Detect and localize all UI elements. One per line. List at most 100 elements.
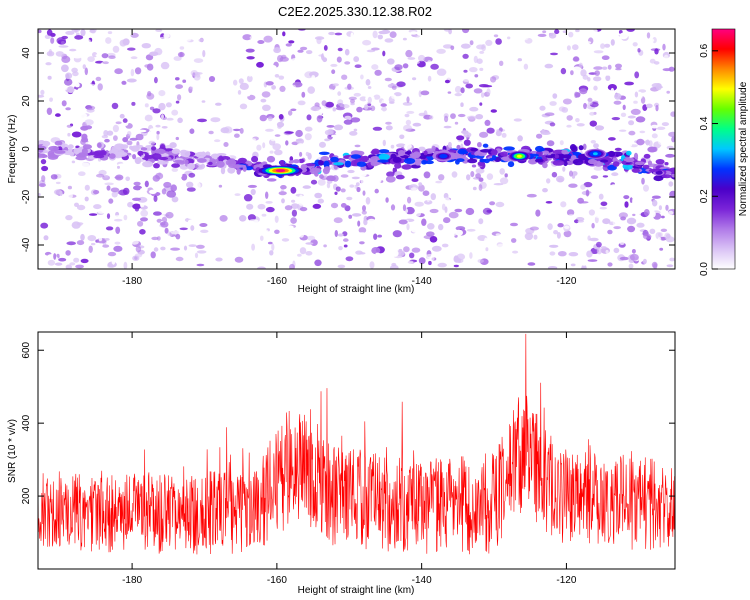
signal-blob [633,152,639,160]
noise-blob [438,174,445,181]
noise-blob [299,207,308,212]
noise-blob [577,197,584,204]
noise-blob [193,230,198,237]
noise-blob [113,135,118,142]
noise-blob [437,132,445,141]
noise-blob [182,79,187,83]
noise-blob [153,211,162,216]
noise-blob [469,67,478,73]
noise-blob [624,201,629,208]
noise-blob [170,243,177,246]
noise-blob [194,252,199,259]
noise-blob [175,100,180,104]
noise-blob [628,130,636,136]
noise-blob [234,133,240,138]
noise-blob [443,217,451,224]
noise-blob [175,77,180,81]
noise-blob [296,138,305,145]
noise-blob [385,121,392,125]
noise-blob [77,112,88,119]
noise-blob [274,149,283,156]
noise-blob [165,102,172,108]
noise-blob [246,56,255,60]
noise-blob [442,44,453,49]
noise-blob [526,193,537,198]
noise-blob [344,61,351,65]
noise-blob [61,41,65,45]
noise-blob [456,144,461,150]
noise-blob [613,100,622,105]
noise-blob [585,189,590,197]
noise-blob [402,63,409,69]
noise-blob [624,81,634,86]
noise-blob [589,120,597,127]
noise-blob [123,261,128,269]
noise-blob [165,78,172,82]
noise-blob [347,190,352,196]
noise-blob [189,92,195,99]
signal-blob [631,168,641,173]
noise-blob [289,263,295,269]
noise-blob [469,40,474,46]
noise-blob [153,247,159,252]
noise-blob [71,131,82,138]
noise-blob [300,46,308,51]
noise-blob [628,120,635,126]
noise-blob [189,128,195,134]
colorbar-ticks: 0.0 0.2 0.4 0.6 [699,43,718,276]
noise-blob [658,146,665,154]
noise-blob [322,57,328,63]
noise-blob [595,212,600,218]
noise-blob [121,80,127,85]
noise-blob [49,97,53,102]
noise-blob [360,177,370,185]
noise-blob [57,178,65,181]
noise-blob [424,200,433,205]
noise-blob [418,54,426,62]
noise-blob [214,139,221,143]
noise-blob [454,208,463,213]
noise-blob [333,217,343,224]
noise-blob [291,199,296,203]
noise-blob [576,208,586,216]
noise-blob [195,143,204,150]
noise-blob [107,31,113,35]
noise-blob [263,198,270,201]
noise-blob [664,94,670,101]
noise-blob [96,173,105,178]
signal-blob [423,150,428,156]
noise-blob [340,174,349,178]
noise-blob [559,140,564,146]
noise-blob [455,229,463,236]
noise-blob [556,232,561,239]
noise-blob [281,238,290,242]
noise-blob [194,182,201,190]
noise-blob [281,198,285,204]
signal-blob [157,160,169,165]
noise-blob [188,244,197,248]
noise-blob [624,141,633,148]
noise-blob [394,64,403,71]
noise-blob [173,56,182,61]
signal-blob [642,164,650,169]
noise-blob [365,197,371,205]
noise-blob [67,132,71,137]
noise-blob [239,82,249,90]
noise-blob [73,136,80,140]
noise-blob [252,253,256,260]
noise-blob [55,51,64,57]
noise-blob [316,115,323,123]
signal-blob [320,155,330,162]
noise-blob [267,241,273,245]
noise-blob [495,233,501,237]
noise-blob [661,122,670,127]
noise-blob [104,238,110,241]
noise-blob [67,185,72,190]
noise-blob [364,104,369,110]
noise-blob [50,174,58,180]
noise-blob [586,250,593,258]
signal-blob [542,150,550,155]
noise-blob [175,172,183,179]
noise-blob [547,266,558,269]
signal-blob [491,154,497,161]
